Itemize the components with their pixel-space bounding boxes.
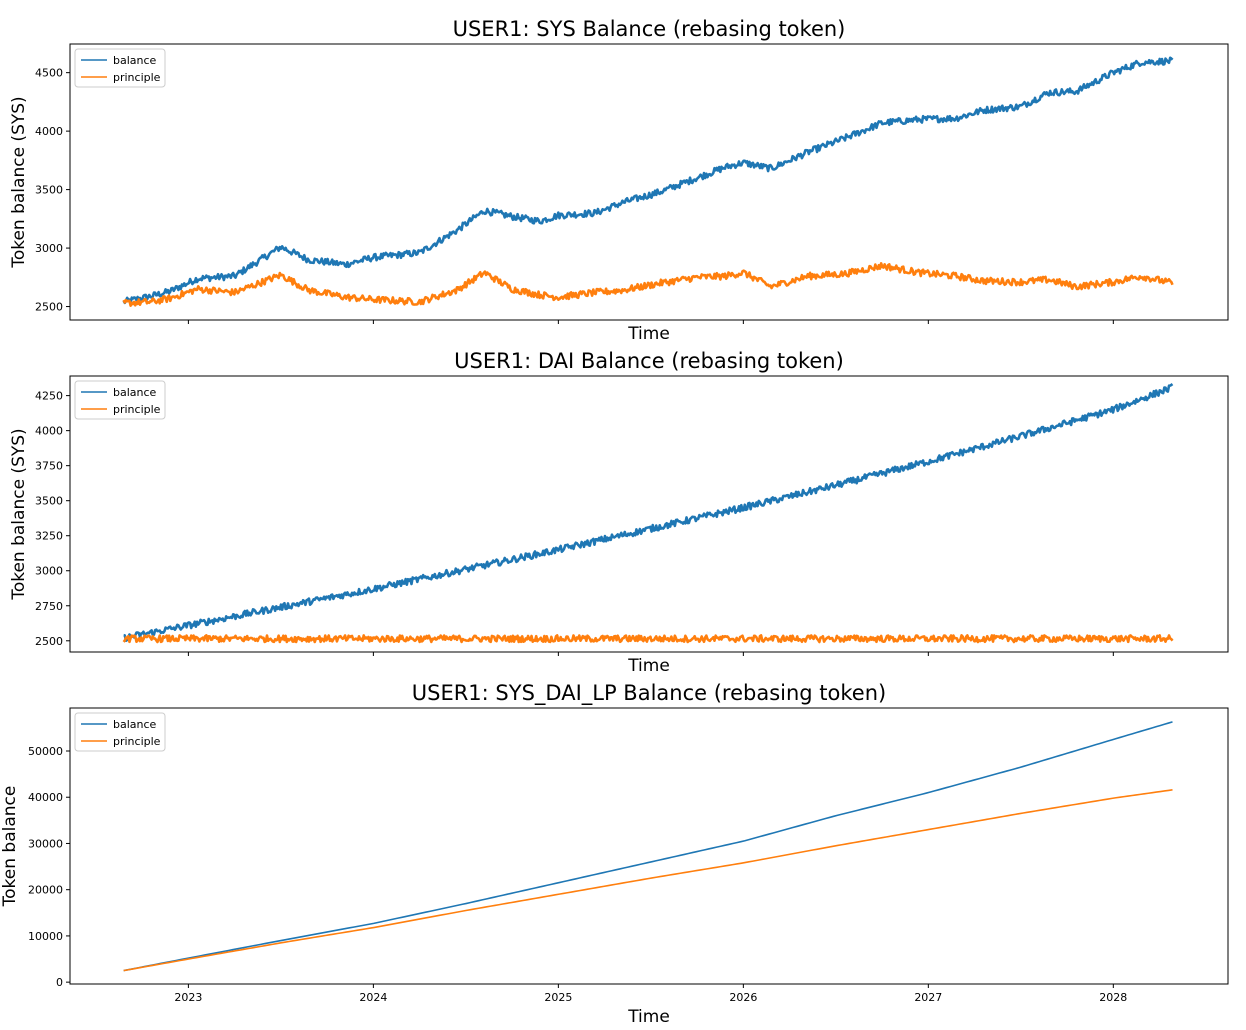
chart-title: USER1: DAI Balance (rebasing token) — [454, 349, 844, 373]
y-tick-label: 10000 — [28, 930, 63, 943]
x-tick-label: 2026 — [729, 991, 757, 1004]
x-tick-label: 2027 — [914, 991, 942, 1004]
y-axis-label: Token balance (SYS) — [9, 96, 29, 268]
y-tick-label: 3000 — [35, 565, 63, 578]
series-line-principle — [122, 262, 1174, 308]
legend-label-balance: balance — [113, 718, 157, 731]
y-tick-label: 0 — [56, 976, 63, 989]
y-tick-label: 3000 — [35, 242, 63, 255]
x-axis-label: Time — [627, 1007, 670, 1027]
y-tick-label: 50000 — [28, 745, 63, 758]
y-tick-label: 30000 — [28, 837, 63, 850]
x-tick-label: 2028 — [1099, 991, 1127, 1004]
legend: balance principle — [74, 380, 166, 420]
legend-label-principle: principle — [113, 71, 161, 84]
x-axis-label: Time — [627, 656, 670, 676]
y-axis-label: Token balance — [0, 786, 20, 908]
chart-title: USER1: SYS Balance (rebasing token) — [453, 17, 846, 41]
series-line-balance — [123, 721, 1173, 972]
series-line-balance — [123, 383, 1174, 643]
x-axis-label: Time — [627, 324, 670, 344]
y-axis-label: Token balance (SYS) — [9, 428, 29, 600]
y-tick-label: 4500 — [35, 67, 63, 80]
chart-title: USER1: SYS_DAI_LP Balance (rebasing toke… — [412, 681, 886, 706]
plot-frame — [69, 43, 1229, 321]
legend: balance principle — [74, 48, 166, 88]
y-tick-label: 4000 — [35, 125, 63, 138]
legend-label-balance: balance — [113, 54, 157, 67]
y-tick-label: 3750 — [35, 460, 63, 473]
legend-label-principle: principle — [113, 735, 161, 748]
y-tick-label: 2500 — [35, 301, 63, 314]
series-line-principle — [123, 789, 1173, 972]
plot-frame — [69, 375, 1229, 653]
series-line-balance — [122, 56, 1174, 305]
x-tick-label: 2023 — [174, 991, 202, 1004]
y-tick-label: 3500 — [35, 184, 63, 197]
x-tick-label: 2024 — [359, 991, 387, 1004]
y-tick-label: 2500 — [35, 635, 63, 648]
y-tick-label: 4250 — [35, 390, 63, 403]
x-tick-label: 2025 — [544, 991, 572, 1004]
chart-panel-1: USER1: SYS Balance (rebasing token) 2500 3… — [9, 17, 1229, 344]
y-tick-label: 40000 — [28, 791, 63, 804]
legend-label-balance: balance — [113, 386, 157, 399]
legend: balance principle — [74, 712, 166, 752]
series-line-principle — [122, 634, 1174, 644]
y-tick-label: 3500 — [35, 495, 63, 508]
chart-panel-3: USER1: SYS_DAI_LP Balance (rebasing toke… — [0, 681, 1229, 1027]
y-tick-label: 4000 — [35, 425, 63, 438]
y-tick-label: 20000 — [28, 884, 63, 897]
y-tick-label: 3250 — [35, 530, 63, 543]
legend-label-principle: principle — [113, 403, 161, 416]
chart-panel-2: USER1: DAI Balance (rebasing token) 2500 2… — [9, 349, 1229, 676]
plot-frame — [69, 707, 1229, 985]
y-tick-label: 2750 — [35, 600, 63, 613]
